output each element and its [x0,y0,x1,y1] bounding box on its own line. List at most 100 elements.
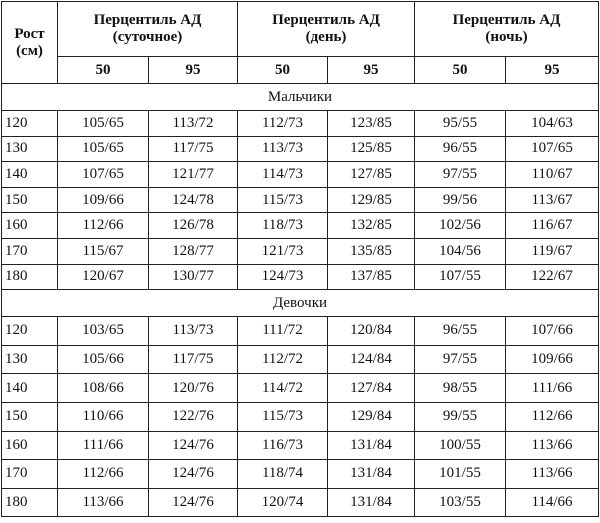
bp-cell: 112/66 [57,459,149,489]
header-line: (ночь) [485,29,528,45]
data-row: 170 115/67 128/77 121/73 135/85 104/56 119/67 [1,237,599,265]
bp-cell: 121/77 [148,161,238,188]
bp-cell: 108/66 [57,373,149,403]
subheader-row: 50 95 50 95 50 95 [2,56,599,84]
bp-cell: 107/65 [505,135,599,163]
bp-cell: 131/84 [327,459,415,489]
bp-cell: 113/66 [57,487,149,518]
bp-cell: 115/67 [57,237,149,265]
bp-cell: 124/76 [148,430,238,461]
data-row: 150 110/66 122/76 115/73 129/84 99/55 112/66 [1,401,599,432]
height-cell: 140 [1,373,58,403]
bp-cell: 107/65 [57,161,149,188]
bp-cell: 103/55 [414,487,506,518]
bp-cell: 120/67 [57,263,149,291]
header-line: Перцентиль АД [272,12,380,28]
bp-cell: 105/65 [57,135,149,163]
bp-cell: 112/73 [237,110,328,137]
height-cell: 150 [1,401,58,432]
header-line: (см) [16,42,43,59]
header-line: (день) [305,29,347,45]
bp-cell: 122/76 [148,401,238,432]
bp-cell: 102/56 [414,212,506,239]
bp-cell: 129/85 [327,186,415,214]
data-row: 120 103/65 113/73 111/72 120/84 96/55 107/66 [1,316,599,346]
bp-cell: 124/73 [237,263,328,291]
bp-cell: 132/85 [327,212,415,239]
bp-cell: 127/85 [327,161,415,188]
bp-cell: 119/67 [505,237,599,265]
height-cell: 150 [1,186,58,214]
bp-cell: 111/66 [505,373,599,403]
bp-cell: 118/73 [237,212,328,239]
bp-cell: 104/63 [505,110,599,137]
bp-cell: 122/67 [505,263,599,291]
bp-cell: 113/67 [505,186,599,214]
data-row: 130 105/66 117/75 112/72 124/84 97/55 109/66 [1,344,599,375]
bp-cell: 137/85 [327,263,415,291]
bp-cell: 131/84 [327,487,415,518]
section-title: Девочки [1,289,599,318]
bp-cell: 112/66 [57,212,149,239]
data-row: 140 108/66 120/76 114/72 127/84 98/55 111/66 [1,373,599,403]
bp-cell: 130/77 [148,263,238,291]
bp-cell: 116/73 [237,430,328,461]
bp-cell: 113/73 [237,135,328,163]
bp-cell: 114/73 [237,161,328,188]
percentile-cell: 50 [414,56,506,84]
bp-cell: 97/55 [414,161,506,188]
header-line: Перцентиль АД [93,12,202,28]
bp-cell: 112/72 [237,344,328,375]
data-row: 140 107/65 121/77 114/73 127/85 97/55 110/67 [1,161,599,188]
bp-cell: 101/55 [414,459,506,489]
bp-cell: 121/73 [237,237,328,265]
header-line: (суточное) [112,29,183,45]
bp-cell: 117/75 [148,344,238,375]
data-row: 160 112/66 126/78 118/73 132/85 102/56 116/67 [1,212,599,239]
data-row: 150 109/66 124/78 115/73 129/85 99/56 113/67 [1,186,599,214]
bp-cell: 113/66 [505,430,599,461]
bp-cell: 103/65 [57,316,149,346]
section-row: Девочки [1,289,599,318]
bp-cell: 96/55 [414,316,506,346]
header-line: Перцентиль АД [452,12,561,28]
bp-cell: 127/84 [327,373,415,403]
header-cell: Рост (см) [1,1,58,84]
height-cell: 180 [1,263,58,291]
bp-cell: 131/84 [327,430,415,461]
bp-cell: 97/55 [414,344,506,375]
data-row: 180 113/66 124/76 120/74 131/84 103/55 114/66 [1,487,599,518]
bp-cell: 98/55 [414,373,506,403]
bp-cell: 107/66 [505,316,599,346]
height-cell: 160 [1,430,58,461]
height-cell: 170 [1,459,58,489]
bp-cell: 124/76 [148,487,238,518]
bp-cell: 135/85 [327,237,415,265]
height-cell: 130 [1,135,58,163]
bp-cell: 95/55 [414,110,506,137]
data-row: 160 111/66 124/76 116/73 131/84 100/55 113/66 [1,430,599,461]
percentile-cell: 95 [327,56,415,84]
data-row: 180 120/67 130/77 124/73 137/85 107/55 122/67 [1,263,599,291]
bp-cell: 99/56 [414,186,506,214]
bp-cell: 114/66 [505,487,599,518]
percentile-cell: 95 [505,56,599,84]
bp-cell: 104/56 [414,237,506,265]
bp-cell: 113/73 [148,316,238,346]
bp-cell: 128/77 [148,237,238,265]
height-cell: 180 [1,487,58,518]
bp-cell: 110/66 [57,401,149,432]
bp-cell: 116/67 [505,212,599,239]
bp-cell: 99/55 [414,401,506,432]
bp-cell: 120/84 [327,316,415,346]
section-title: Мальчики [1,83,599,111]
bp-cell: 115/73 [237,401,328,432]
bp-cell: 110/67 [505,161,599,188]
height-cell: 140 [1,161,58,188]
bp-cell: 111/72 [237,316,328,346]
data-row: 130 105/65 117/75 113/73 125/85 96/55 107/65 [1,135,599,163]
height-cell: 160 [1,212,58,239]
bp-cell: 123/85 [327,110,415,137]
bp-cell: 129/84 [327,401,415,432]
bp-cell: 112/66 [505,401,599,432]
